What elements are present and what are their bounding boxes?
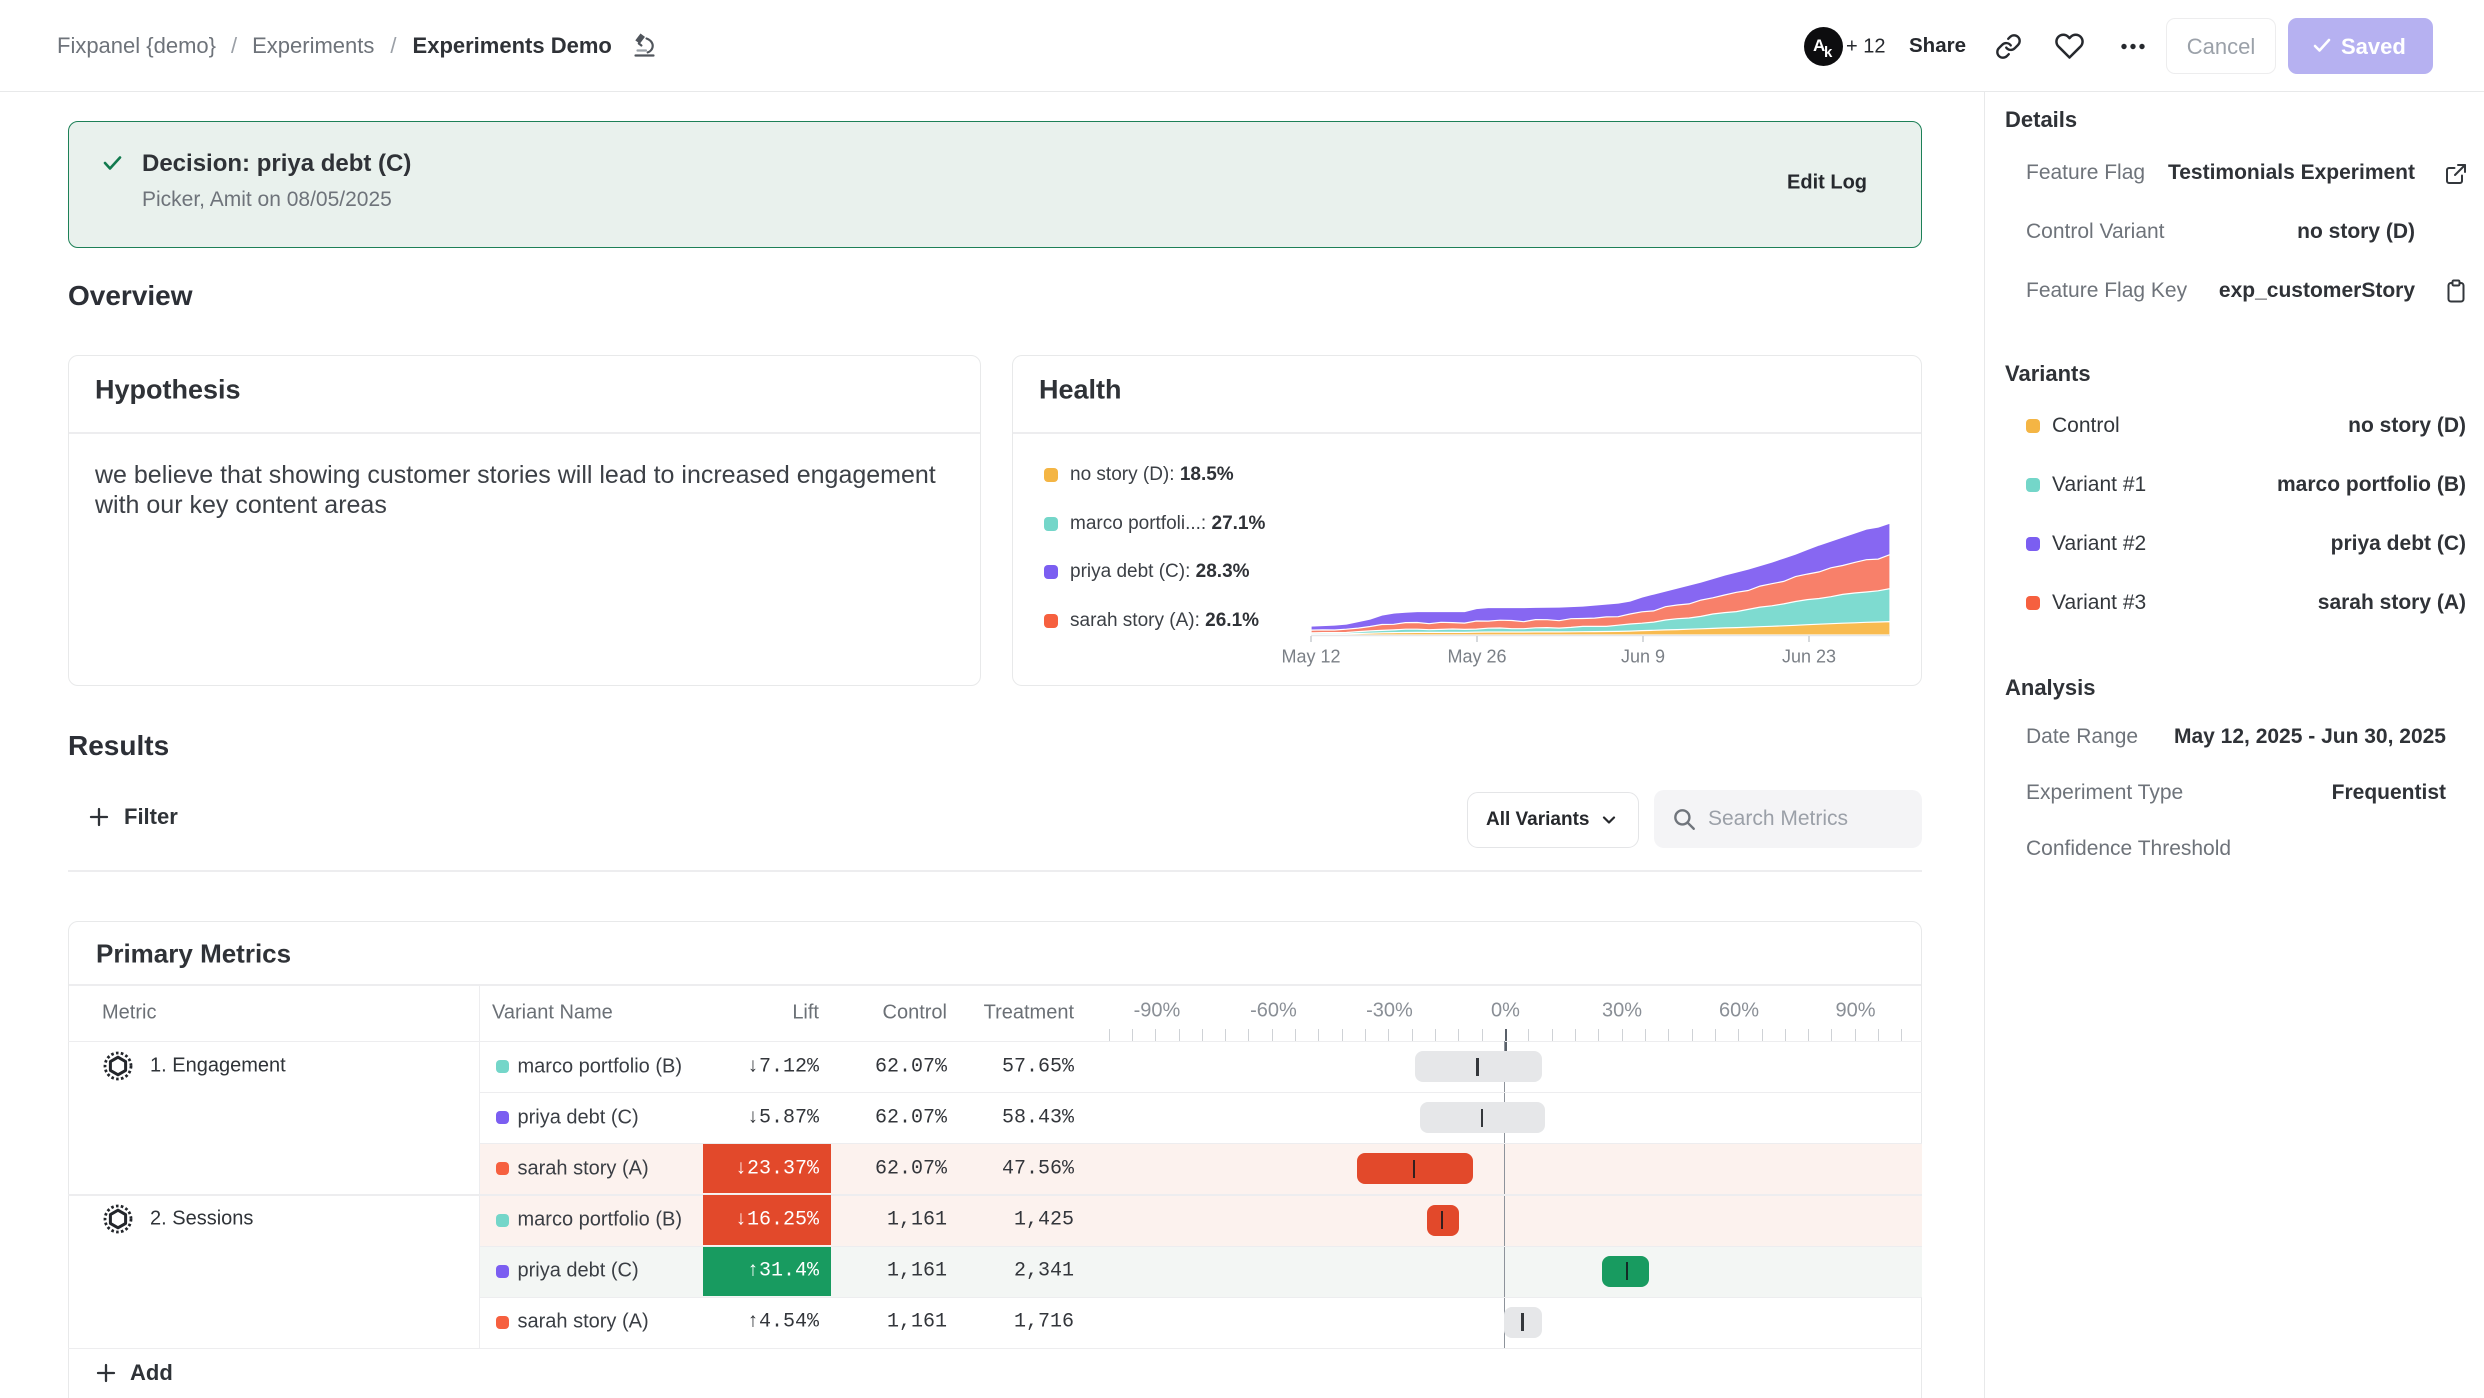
svg-text:k: k [1824,44,1833,61]
svg-text:A: A [1813,36,1825,55]
